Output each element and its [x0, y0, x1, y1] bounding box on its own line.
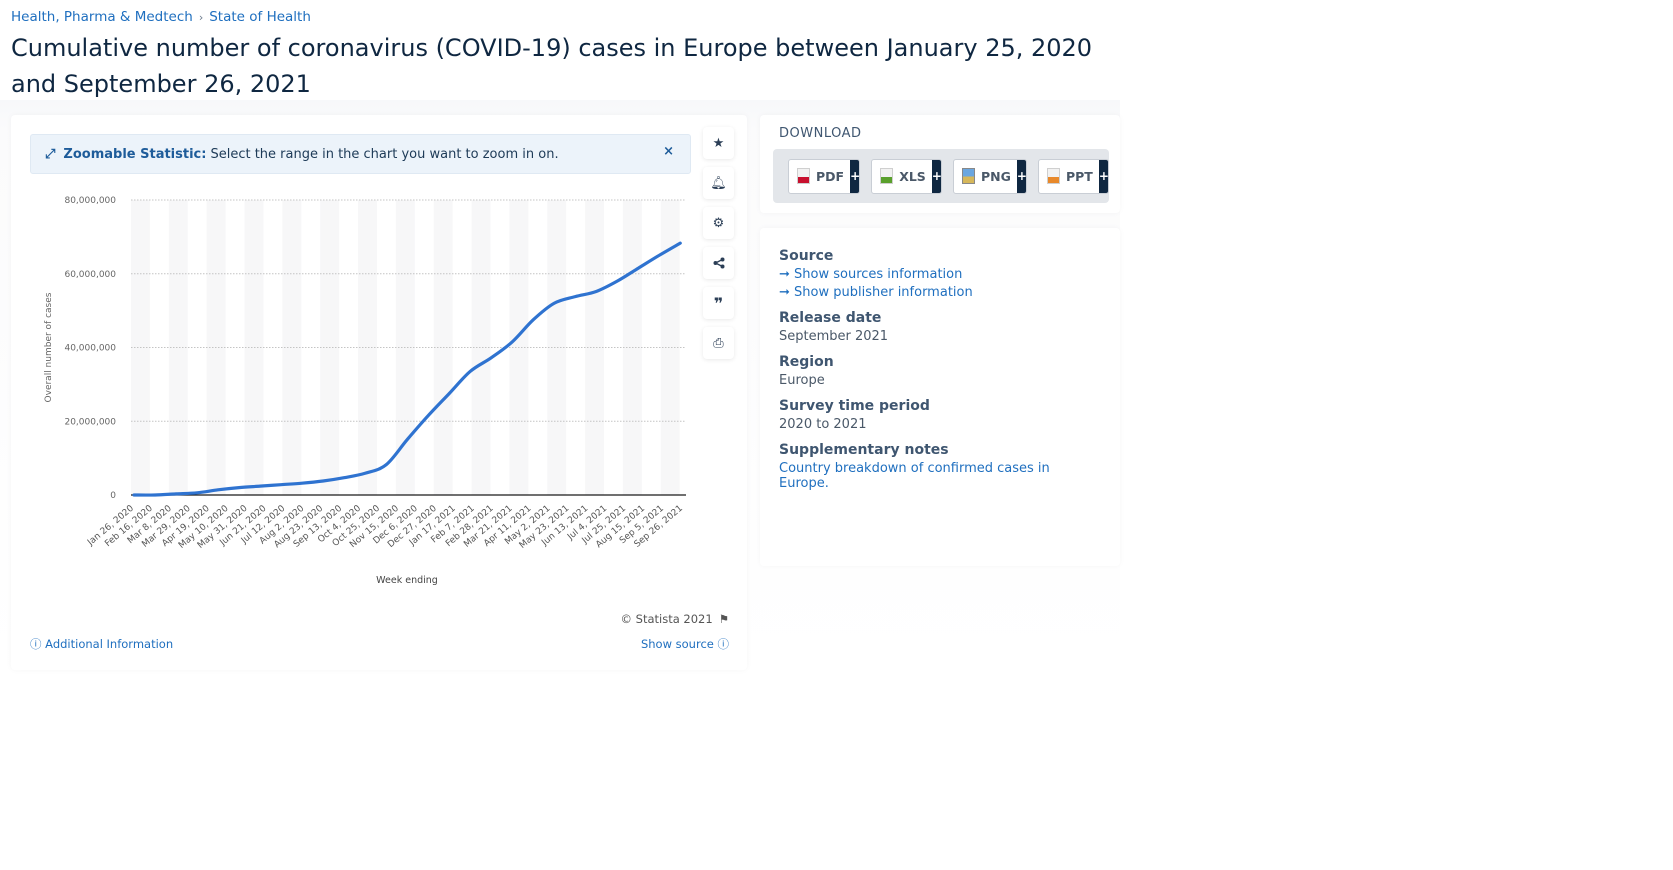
additional-information-link[interactable]: ⓘ Additional Information	[30, 636, 173, 652]
data-point	[636, 266, 640, 270]
data-point	[678, 241, 682, 245]
star-icon[interactable]: ★	[703, 127, 734, 159]
print-icon[interactable]: ⎙	[703, 327, 734, 359]
show-source-label: Show source	[640, 637, 714, 651]
plus-icon[interactable]: +	[850, 159, 860, 193]
data-point	[279, 483, 283, 487]
download-title: DOWNLOAD	[779, 126, 862, 141]
show-source-link[interactable]: Show source ⓘ	[641, 636, 729, 652]
region-value: Europe	[779, 373, 825, 388]
show-publisher-link[interactable]: ➞ Show publisher information	[779, 285, 973, 300]
source-label: Source	[779, 248, 834, 264]
zoomable-statistic-banner: ⤢ Zoomable Statistic: Select the range i…	[30, 134, 691, 174]
download-pdf-button[interactable]: PDF +	[788, 158, 861, 194]
zoom-banner-text: Select the range in the chart you want t…	[210, 146, 559, 162]
data-point	[342, 476, 346, 480]
x-axis-title: Week ending	[376, 575, 438, 586]
data-point	[300, 481, 304, 485]
plus-icon[interactable]: +	[931, 159, 942, 193]
show-sources-link[interactable]: ➞ Show sources information	[779, 267, 963, 282]
zoom-banner-label: Zoomable Statistic:	[63, 146, 207, 162]
data-point	[153, 493, 157, 497]
region-label: Region	[779, 354, 834, 370]
bell-icon[interactable]: 🔔︎	[703, 167, 734, 199]
statistic-info-panel: Source ➞ Show sources information ➞ Show…	[760, 228, 1120, 566]
pdf-file-icon	[797, 168, 810, 184]
chart-card: ⤢ Zoomable Statistic: Select the range i…	[11, 115, 747, 670]
info-icon: ⓘ	[717, 637, 730, 651]
supplementary-notes-label: Supplementary notes	[779, 442, 949, 458]
chart-toolbar: ★ 🔔︎ ⚙ ❞ ⎙	[703, 127, 734, 359]
data-point	[573, 295, 577, 299]
data-point	[468, 369, 472, 373]
additional-information-label: Additional Information	[45, 637, 174, 651]
quote-icon[interactable]: ❞	[703, 287, 734, 319]
download-xls-button[interactable]: XLS +	[871, 158, 942, 194]
line-chart[interactable]: 0 20,000,000 40,000,000 60,000,000 80,000,00…	[11, 180, 747, 600]
breadcrumb-separator: ›	[198, 10, 204, 24]
gear-icon[interactable]: ⚙	[703, 207, 734, 239]
data-point	[489, 356, 493, 360]
y-axis-title: Overall number of cases	[44, 292, 54, 402]
y-tick-label: 0	[110, 491, 116, 501]
data-point	[594, 289, 598, 293]
data-point	[510, 340, 514, 344]
pdf-label: PDF	[816, 168, 845, 184]
data-point	[258, 484, 262, 488]
release-date-value: September 2021	[779, 329, 889, 344]
survey-period-value: 2020 to 2021	[779, 417, 867, 432]
data-point	[363, 471, 367, 475]
ppt-file-icon	[1046, 168, 1060, 184]
xls-file-icon	[880, 168, 894, 184]
background-stripe	[168, 200, 188, 495]
statista-credit: © Statista 2021 ⚑	[621, 612, 730, 626]
gridlines	[131, 199, 686, 422]
info-icon: ⓘ	[30, 637, 42, 651]
data-point	[405, 438, 409, 442]
data-point	[426, 414, 430, 418]
share-icon[interactable]	[703, 247, 734, 279]
xls-label: XLS	[899, 168, 926, 184]
y-tick-label: 80,000,000	[64, 196, 116, 206]
data-point	[195, 491, 199, 495]
credit-text: © Statista 2021	[620, 612, 713, 626]
data-point	[615, 279, 619, 283]
breadcrumb: Health, Pharma & Medtech › State of Heal…	[11, 9, 311, 25]
png-label: PNG	[981, 168, 1011, 184]
series-line-cumulative-cases	[132, 241, 682, 497]
y-tick-label: 60,000,000	[64, 270, 116, 280]
y-tick-label: 40,000,000	[64, 344, 116, 354]
supplementary-notes-link[interactable]: Country breakdown of confirmed cases in …	[779, 461, 1050, 491]
plus-icon[interactable]: +	[1098, 159, 1108, 193]
y-tick-label: 20,000,000	[64, 417, 116, 427]
data-point	[174, 492, 178, 496]
breadcrumb-item-topic[interactable]: State of Health	[209, 9, 311, 25]
data-point	[216, 488, 220, 492]
data-point	[237, 486, 241, 490]
download-ppt-button[interactable]: PPT +	[1037, 158, 1109, 194]
data-point	[657, 253, 661, 257]
data-point	[531, 318, 535, 322]
png-image-icon	[962, 168, 975, 184]
expand-icon: ⤢	[45, 146, 56, 162]
survey-period-label: Survey time period	[779, 398, 930, 414]
download-png-button[interactable]: PNG +	[953, 158, 1027, 194]
flag-icon[interactable]: ⚑	[718, 612, 729, 626]
plus-icon[interactable]: +	[1016, 159, 1026, 193]
data-point	[552, 301, 556, 305]
page-title: Cumulative number of coronavirus (COVID-…	[11, 34, 1093, 98]
download-panel: DOWNLOAD PDF + XLS + PNG + PPT +	[760, 115, 1120, 213]
close-icon[interactable]: ×	[663, 144, 674, 159]
data-point	[384, 463, 388, 467]
breadcrumb-item-category[interactable]: Health, Pharma & Medtech	[11, 9, 193, 25]
download-buttons: PDF + XLS + PNG + PPT +	[773, 149, 1109, 203]
data-point	[447, 392, 451, 396]
ppt-label: PPT	[1065, 168, 1093, 184]
data-point	[132, 493, 136, 497]
data-point	[321, 479, 325, 483]
y-tick-labels: 0 20,000,000 40,000,000 60,000,000 80,000,00…	[64, 196, 116, 501]
release-date-label: Release date	[779, 310, 882, 326]
